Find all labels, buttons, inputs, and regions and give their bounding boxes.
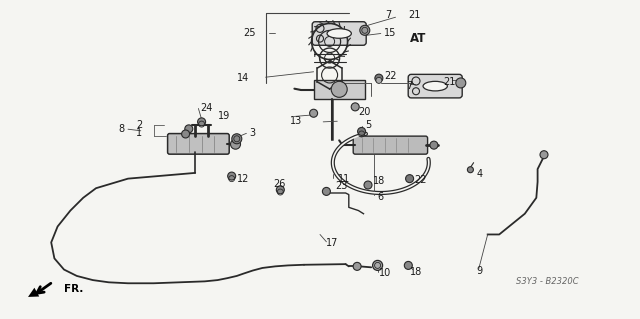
Circle shape: [323, 187, 330, 196]
Text: 21: 21: [444, 77, 456, 87]
Ellipse shape: [327, 29, 351, 38]
Ellipse shape: [423, 81, 447, 91]
Text: 24: 24: [200, 103, 212, 114]
Circle shape: [406, 174, 413, 183]
Circle shape: [372, 260, 383, 271]
Circle shape: [360, 25, 370, 35]
Text: 14: 14: [237, 72, 250, 83]
FancyBboxPatch shape: [168, 134, 229, 154]
Circle shape: [404, 261, 412, 270]
Text: 5: 5: [365, 120, 371, 130]
Circle shape: [353, 262, 361, 271]
Text: 6: 6: [378, 192, 384, 202]
Text: 21: 21: [408, 10, 420, 20]
Circle shape: [456, 78, 466, 88]
Text: 7: 7: [406, 81, 413, 91]
Text: 18: 18: [372, 175, 385, 186]
FancyBboxPatch shape: [312, 22, 366, 45]
Text: 10: 10: [379, 268, 391, 278]
Circle shape: [376, 78, 382, 83]
Text: S3Y3 - B2320C: S3Y3 - B2320C: [516, 277, 579, 286]
Text: 22: 22: [415, 175, 428, 185]
Text: 20: 20: [358, 107, 371, 117]
FancyBboxPatch shape: [408, 74, 462, 98]
Circle shape: [228, 172, 236, 180]
Text: 2: 2: [136, 120, 142, 130]
Circle shape: [540, 151, 548, 159]
Text: 8: 8: [118, 124, 125, 134]
Text: 17: 17: [326, 238, 339, 248]
Circle shape: [375, 74, 383, 82]
Text: 7: 7: [385, 10, 392, 20]
Text: 3: 3: [250, 128, 256, 138]
Circle shape: [276, 186, 284, 194]
Circle shape: [467, 167, 474, 173]
Circle shape: [364, 181, 372, 189]
Text: 19: 19: [218, 111, 230, 122]
Circle shape: [332, 81, 348, 97]
Text: 15: 15: [384, 28, 396, 39]
Text: 12: 12: [237, 174, 249, 184]
FancyBboxPatch shape: [353, 136, 428, 154]
Text: 9: 9: [477, 266, 483, 276]
Circle shape: [198, 118, 205, 126]
Text: 11: 11: [338, 174, 350, 184]
Text: AT: AT: [410, 33, 426, 45]
Text: 18: 18: [410, 267, 422, 277]
Text: 1: 1: [136, 128, 142, 138]
Text: 23: 23: [335, 181, 348, 191]
Circle shape: [430, 141, 438, 149]
Circle shape: [232, 134, 242, 144]
Circle shape: [351, 103, 359, 111]
Bar: [314, 80, 365, 99]
Text: 22: 22: [384, 71, 397, 81]
Text: 26: 26: [273, 179, 286, 189]
Text: 4: 4: [477, 169, 483, 180]
Circle shape: [230, 139, 241, 149]
Text: 25: 25: [243, 28, 256, 39]
Text: FR.: FR.: [64, 284, 83, 294]
Circle shape: [358, 127, 365, 136]
Circle shape: [185, 125, 193, 133]
Circle shape: [182, 130, 189, 138]
Text: 13: 13: [290, 115, 302, 126]
Circle shape: [310, 109, 317, 117]
